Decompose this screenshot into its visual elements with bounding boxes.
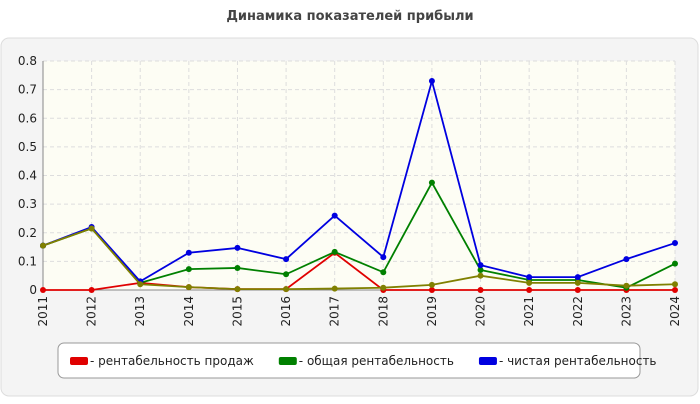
- series-line: [42, 227, 676, 291]
- x-tick-label: 2014: [182, 296, 196, 327]
- x-tick-label: 2015: [230, 296, 244, 327]
- point: [40, 287, 46, 293]
- series-line: [42, 77, 676, 283]
- point: [477, 266, 484, 273]
- point: [234, 264, 241, 271]
- x-tick-label: 2012: [85, 296, 99, 327]
- y-tick-label: 0: [29, 283, 37, 297]
- point: [574, 287, 581, 293]
- x-tick-label: 2018: [376, 296, 390, 327]
- point: [526, 274, 533, 281]
- point: [283, 286, 290, 293]
- point: [477, 272, 484, 279]
- legend-label: - чистая рентабельность: [499, 354, 657, 368]
- point: [574, 274, 581, 281]
- legend: [57, 342, 641, 379]
- point: [526, 279, 533, 286]
- point: [574, 279, 581, 286]
- point: [672, 260, 678, 267]
- series-line: [42, 180, 676, 289]
- point: [672, 281, 678, 288]
- point: [137, 281, 144, 288]
- x-tick-label: 2017: [328, 296, 342, 327]
- y-tick-label: 0.4: [18, 169, 37, 183]
- chart-title: Динамика показателей прибыли: [226, 9, 473, 24]
- x-tick-label: 2023: [619, 296, 633, 327]
- point: [234, 244, 241, 251]
- x-tick-label: 2016: [279, 296, 293, 327]
- point: [428, 281, 435, 288]
- point: [185, 266, 192, 273]
- point: [672, 240, 678, 247]
- x-tick-label: 2011: [36, 296, 50, 327]
- point: [623, 282, 630, 289]
- point: [331, 248, 338, 255]
- point: [672, 287, 678, 293]
- point: [331, 212, 338, 219]
- legend-swatch: [70, 357, 88, 365]
- point: [88, 225, 95, 232]
- legend-label: - общая рентабельность: [299, 354, 454, 368]
- point: [428, 287, 435, 293]
- legend-label: - рентабельность продаж: [90, 354, 254, 368]
- x-tick-label: 2021: [522, 296, 536, 327]
- x-tick-label: 2022: [571, 296, 585, 327]
- series-line: [43, 251, 675, 291]
- point: [623, 256, 630, 263]
- point: [380, 269, 387, 276]
- point: [185, 249, 192, 256]
- y-tick-label: 0.3: [18, 197, 37, 211]
- point: [234, 286, 241, 293]
- point: [185, 284, 192, 291]
- point: [88, 287, 95, 293]
- point: [380, 254, 387, 261]
- y-tick-label: 0.1: [18, 254, 37, 268]
- point: [380, 284, 387, 291]
- point: [283, 271, 290, 278]
- point: [428, 78, 435, 85]
- point: [477, 287, 484, 293]
- x-tick-label: 2020: [474, 296, 488, 327]
- y-tick-label: 0.7: [18, 83, 37, 97]
- y-tick-label: 0.6: [18, 111, 37, 125]
- legend-swatch: [478, 357, 497, 365]
- point: [40, 242, 46, 249]
- point: [331, 285, 338, 292]
- point: [526, 287, 533, 293]
- legend-swatch: [278, 357, 297, 365]
- x-tick-label: 2019: [425, 296, 439, 327]
- y-tick-label: 0.8: [18, 54, 37, 68]
- point: [477, 262, 484, 269]
- y-tick-label: 0.2: [18, 226, 37, 240]
- x-tick-label: 2013: [133, 296, 147, 327]
- point: [428, 179, 435, 186]
- point: [283, 256, 290, 263]
- x-tick-label: 2024: [668, 296, 682, 327]
- y-tick-label: 0.5: [18, 140, 37, 154]
